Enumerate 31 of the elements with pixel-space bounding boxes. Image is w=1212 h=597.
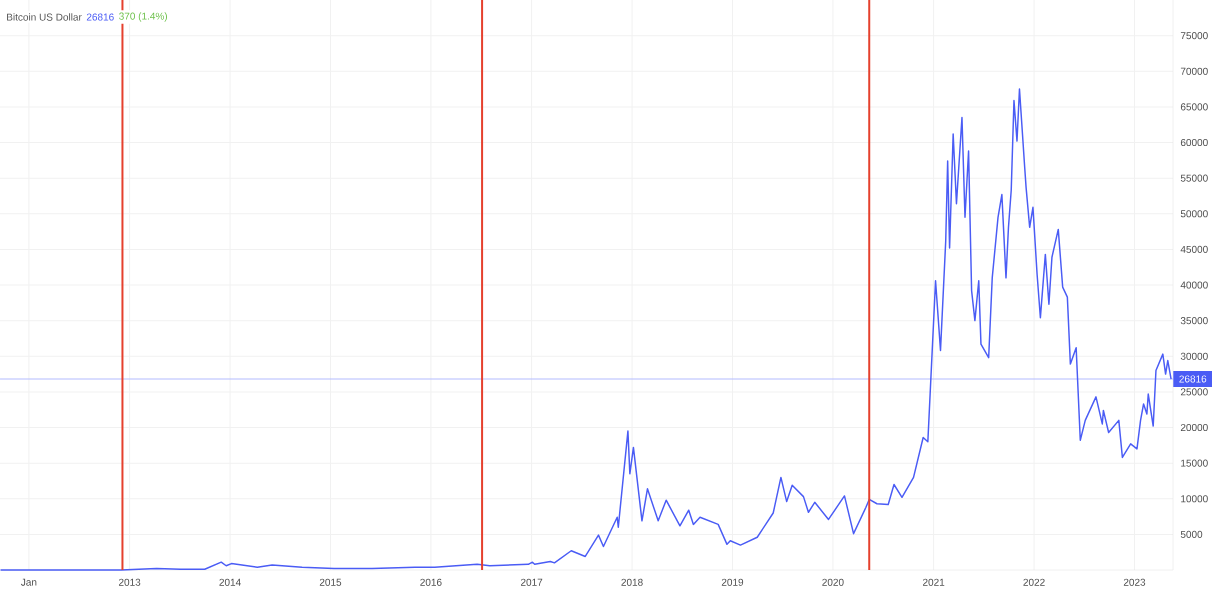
y-tick-label: 75000 <box>1180 32 1208 40</box>
x-tick-label: 2013 <box>118 578 141 586</box>
x-tick-label: 2014 <box>219 578 241 586</box>
y-tick-label: 20000 <box>1180 423 1208 432</box>
annotation: 370 (1.4%) <box>119 12 168 22</box>
x-tick-label: 2021 <box>923 578 945 586</box>
x-tick-label: 2018 <box>621 578 643 586</box>
y-tick-label: 10000 <box>1181 495 1208 503</box>
y-tick-label: 60000 <box>1180 138 1208 147</box>
y-tick-label: 15000 <box>1181 459 1208 467</box>
x-tick-label: 2017 <box>520 578 543 586</box>
x-tick-label: 2023 <box>1123 578 1146 586</box>
x-tick-label: 2022 <box>1023 578 1045 586</box>
ref-line-label: 26816 <box>1179 375 1207 383</box>
y-tick-label: 40000 <box>1180 281 1208 289</box>
x-tick-label: 2016 <box>420 578 442 586</box>
y-tick-label: 5000 <box>1180 530 1203 538</box>
y-tick-label: 25000 <box>1180 388 1208 396</box>
x-tick-label: Jan <box>20 578 37 586</box>
y-tick-label: 35000 <box>1180 317 1208 325</box>
y-tick-label: 55000 <box>1180 174 1208 182</box>
y-tick-label: 70000 <box>1180 67 1208 75</box>
y-tick-label: 65000 <box>1180 103 1208 111</box>
x-tick-label: 2020 <box>822 578 844 586</box>
x-tick-label: 2015 <box>319 578 342 586</box>
y-tick-label: 50000 <box>1180 210 1208 218</box>
y-tick-label: 45000 <box>1180 245 1208 253</box>
y-tick-label: 30000 <box>1180 352 1208 360</box>
x-tick-label: 2019 <box>721 578 744 586</box>
annotation: 26816 <box>86 13 114 21</box>
text: Bitcoin US Dollar <box>7 13 82 21</box>
